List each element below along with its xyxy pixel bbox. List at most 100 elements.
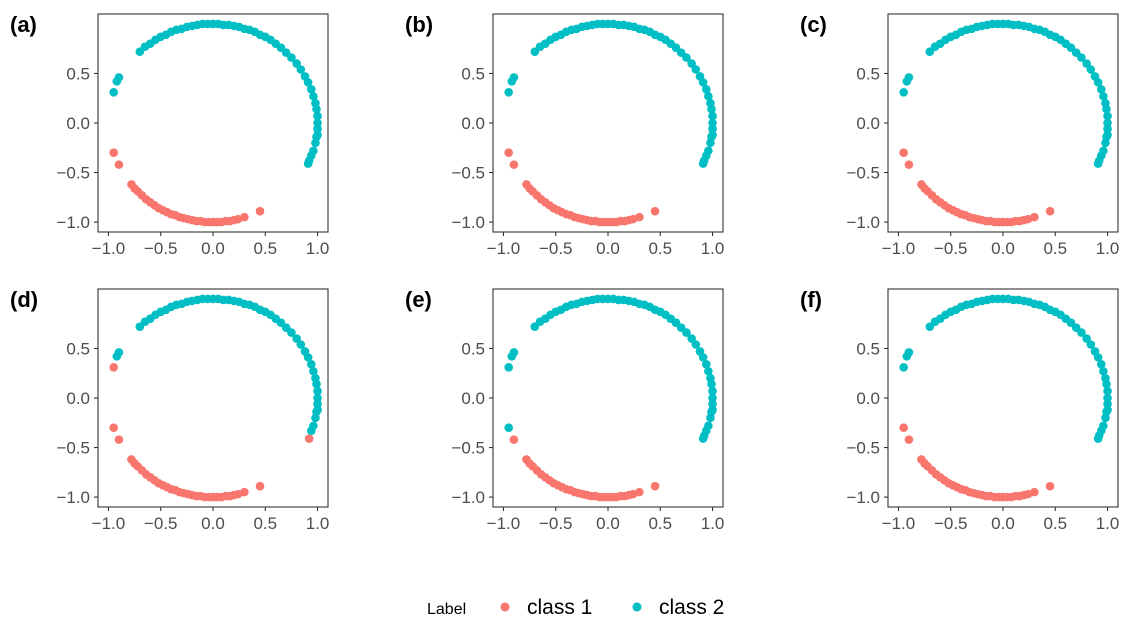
point-class-2 bbox=[904, 348, 914, 357]
point-class-2 bbox=[287, 53, 296, 62]
y-tick-label: −0.5 bbox=[846, 439, 880, 458]
x-tick-label: 0.5 bbox=[648, 514, 672, 533]
point-class-2 bbox=[1093, 434, 1103, 443]
x-tick-label: 1.0 bbox=[306, 239, 330, 258]
plot-frame bbox=[97, 13, 329, 233]
point-class-2 bbox=[1099, 366, 1108, 376]
y-tick-label: 0.0 bbox=[66, 389, 90, 408]
point-class-1 bbox=[109, 423, 118, 433]
x-tick-label: −1.0 bbox=[882, 514, 916, 533]
point-class-2 bbox=[311, 413, 320, 423]
point-class-2 bbox=[1093, 353, 1103, 362]
point-class-2 bbox=[313, 386, 322, 396]
panel-b: (b) −1.0 −0.5 0.0 0.5 1.0 −1.0 −0.5 0.0 0.5 bbox=[405, 12, 724, 258]
point-class-2 bbox=[309, 91, 318, 101]
point-class-2 bbox=[708, 399, 717, 409]
point-class-2 bbox=[899, 362, 908, 372]
point-class-1 bbox=[635, 212, 644, 222]
point-class-1 bbox=[240, 212, 249, 222]
point-class-2 bbox=[1102, 379, 1111, 389]
point-class-2 bbox=[1096, 85, 1106, 94]
point-class-1 bbox=[114, 435, 124, 444]
x-tick-label: −1.0 bbox=[487, 514, 521, 533]
point-class-2 bbox=[1101, 138, 1110, 148]
y-tick-label: −1.0 bbox=[846, 488, 880, 507]
x-tick-label: 0.5 bbox=[253, 514, 277, 533]
x-tick-label: 0.0 bbox=[201, 514, 225, 533]
y-tick-label: 0.5 bbox=[66, 64, 90, 83]
point-class-2 bbox=[701, 85, 711, 94]
point-class-2 bbox=[313, 111, 322, 121]
legend-title: Label bbox=[427, 601, 466, 618]
x-tick-label: −1.0 bbox=[882, 239, 916, 258]
point-class-2 bbox=[698, 78, 708, 87]
point-class-1 bbox=[650, 206, 660, 216]
point-class-2 bbox=[1099, 91, 1108, 101]
panel-f: (f) −1.0 −0.5 0.0 0.5 1.0 −1.0 −0.5 0.0 0.5 bbox=[800, 287, 1119, 533]
point-class-1 bbox=[304, 434, 314, 443]
point-class-2 bbox=[509, 348, 519, 357]
panel-label: (a) bbox=[10, 12, 37, 37]
y-tick-label: 0.0 bbox=[66, 114, 90, 133]
point-class-1 bbox=[255, 481, 265, 491]
x-tick-label: −0.5 bbox=[539, 514, 573, 533]
point-class-2 bbox=[682, 53, 691, 62]
point-class-1 bbox=[109, 362, 118, 372]
point-class-2 bbox=[313, 399, 322, 409]
point-class-2 bbox=[504, 362, 513, 372]
point-class-2 bbox=[306, 85, 316, 94]
y-tick-label: −1.0 bbox=[56, 488, 90, 507]
y-tick-label: 0.5 bbox=[461, 339, 485, 358]
y-tick-label: −0.5 bbox=[451, 439, 485, 458]
point-class-2 bbox=[296, 65, 306, 74]
point-class-2 bbox=[706, 138, 715, 148]
legend-label-class-1: class 1 bbox=[527, 596, 592, 619]
x-tick-label: −0.5 bbox=[539, 239, 573, 258]
legend-key-class-2 bbox=[632, 602, 642, 612]
plot-frame bbox=[492, 13, 724, 233]
point-class-2 bbox=[313, 393, 322, 403]
x-tick-label: 1.0 bbox=[1096, 239, 1120, 258]
point-class-1 bbox=[509, 160, 519, 169]
x-tick-label: 0.5 bbox=[253, 239, 277, 258]
y-tick-label: −1.0 bbox=[846, 213, 880, 232]
plot-frame bbox=[97, 288, 329, 508]
panel-label: (d) bbox=[10, 287, 38, 312]
x-tick-label: 0.0 bbox=[991, 239, 1015, 258]
x-tick-label: 0.0 bbox=[596, 514, 620, 533]
point-class-1 bbox=[109, 148, 118, 158]
x-tick-label: 0.5 bbox=[1043, 239, 1067, 258]
point-class-2 bbox=[1093, 159, 1103, 168]
panel-grid: (a) −1.0 −0.5 0.0 0.5 1.0 −1.0 −0.5 0.0 0.5 (b) −1.… bbox=[10, 12, 1119, 533]
point-class-1 bbox=[114, 160, 124, 169]
point-class-2 bbox=[114, 73, 124, 82]
y-tick-label: 0.5 bbox=[856, 339, 880, 358]
y-tick-label: 0.0 bbox=[856, 114, 880, 133]
point-class-1 bbox=[904, 160, 914, 169]
x-tick-label: −0.5 bbox=[144, 239, 178, 258]
y-tick-label: −1.0 bbox=[451, 488, 485, 507]
point-class-2 bbox=[687, 59, 696, 68]
point-class-2 bbox=[313, 124, 322, 134]
point-class-2 bbox=[706, 413, 715, 423]
y-tick-label: 0.0 bbox=[461, 114, 485, 133]
point-class-2 bbox=[1103, 111, 1112, 121]
point-class-2 bbox=[504, 423, 513, 433]
point-class-2 bbox=[708, 393, 717, 403]
x-tick-label: 0.5 bbox=[1043, 514, 1067, 533]
y-tick-label: 0.0 bbox=[461, 389, 485, 408]
y-tick-label: −0.5 bbox=[846, 164, 880, 183]
point-class-2 bbox=[306, 426, 316, 436]
plot-frame bbox=[887, 13, 1119, 233]
point-class-2 bbox=[1082, 59, 1091, 68]
point-class-2 bbox=[313, 118, 322, 128]
x-tick-label: −0.5 bbox=[934, 239, 968, 258]
point-class-2 bbox=[296, 340, 306, 349]
point-class-2 bbox=[311, 138, 320, 148]
point-class-2 bbox=[701, 360, 711, 369]
point-class-2 bbox=[704, 366, 713, 376]
x-tick-label: 0.0 bbox=[991, 514, 1015, 533]
panel-label: (b) bbox=[405, 12, 433, 37]
x-tick-label: 0.0 bbox=[201, 239, 225, 258]
